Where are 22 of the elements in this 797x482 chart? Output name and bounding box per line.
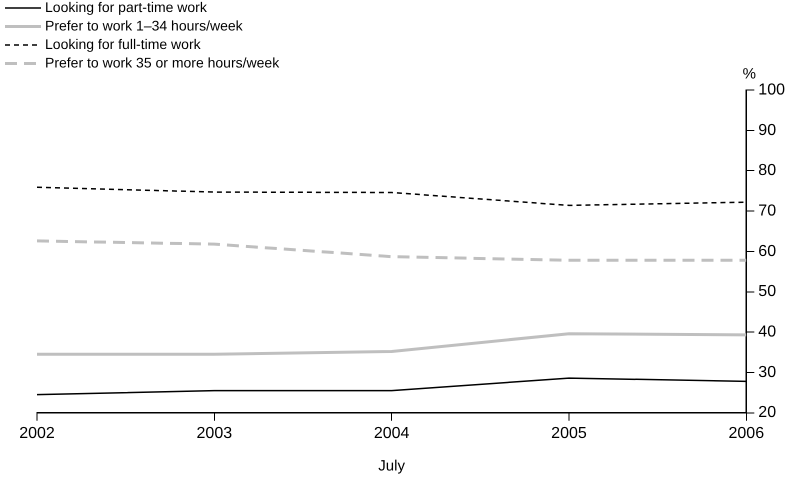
x-tick-label: 2003 [196, 424, 232, 442]
y-tick-label: 60 [758, 242, 776, 260]
y-tick-label: 90 [758, 122, 776, 139]
y-tick-label: 50 [758, 283, 776, 300]
x-tick-label: 2005 [551, 424, 587, 442]
y-tick-label: 40 [758, 324, 776, 341]
legend-label: Prefer to work 1–34 hours/week [45, 17, 244, 34]
legend-label: Looking for part-time work [45, 0, 208, 15]
x-axis-title: July [378, 458, 406, 475]
legend-label: Prefer to work 35 or more hours/week [45, 54, 280, 70]
legend-label: Looking for full-time work [45, 36, 202, 52]
y-tick-label: 70 [758, 202, 776, 220]
x-tick-label: 2002 [19, 424, 55, 442]
y-tick-label: 30 [758, 364, 776, 381]
y-tick-label: 20 [758, 404, 776, 422]
x-tick-label: 2006 [728, 424, 764, 442]
line-series [37, 186, 746, 206]
line-series [37, 239, 746, 262]
y-axis-title: % [742, 66, 756, 83]
y-tick-label: 100 [758, 81, 786, 98]
x-tick-label: 2004 [374, 424, 410, 442]
y-tick-label: 80 [758, 162, 776, 180]
